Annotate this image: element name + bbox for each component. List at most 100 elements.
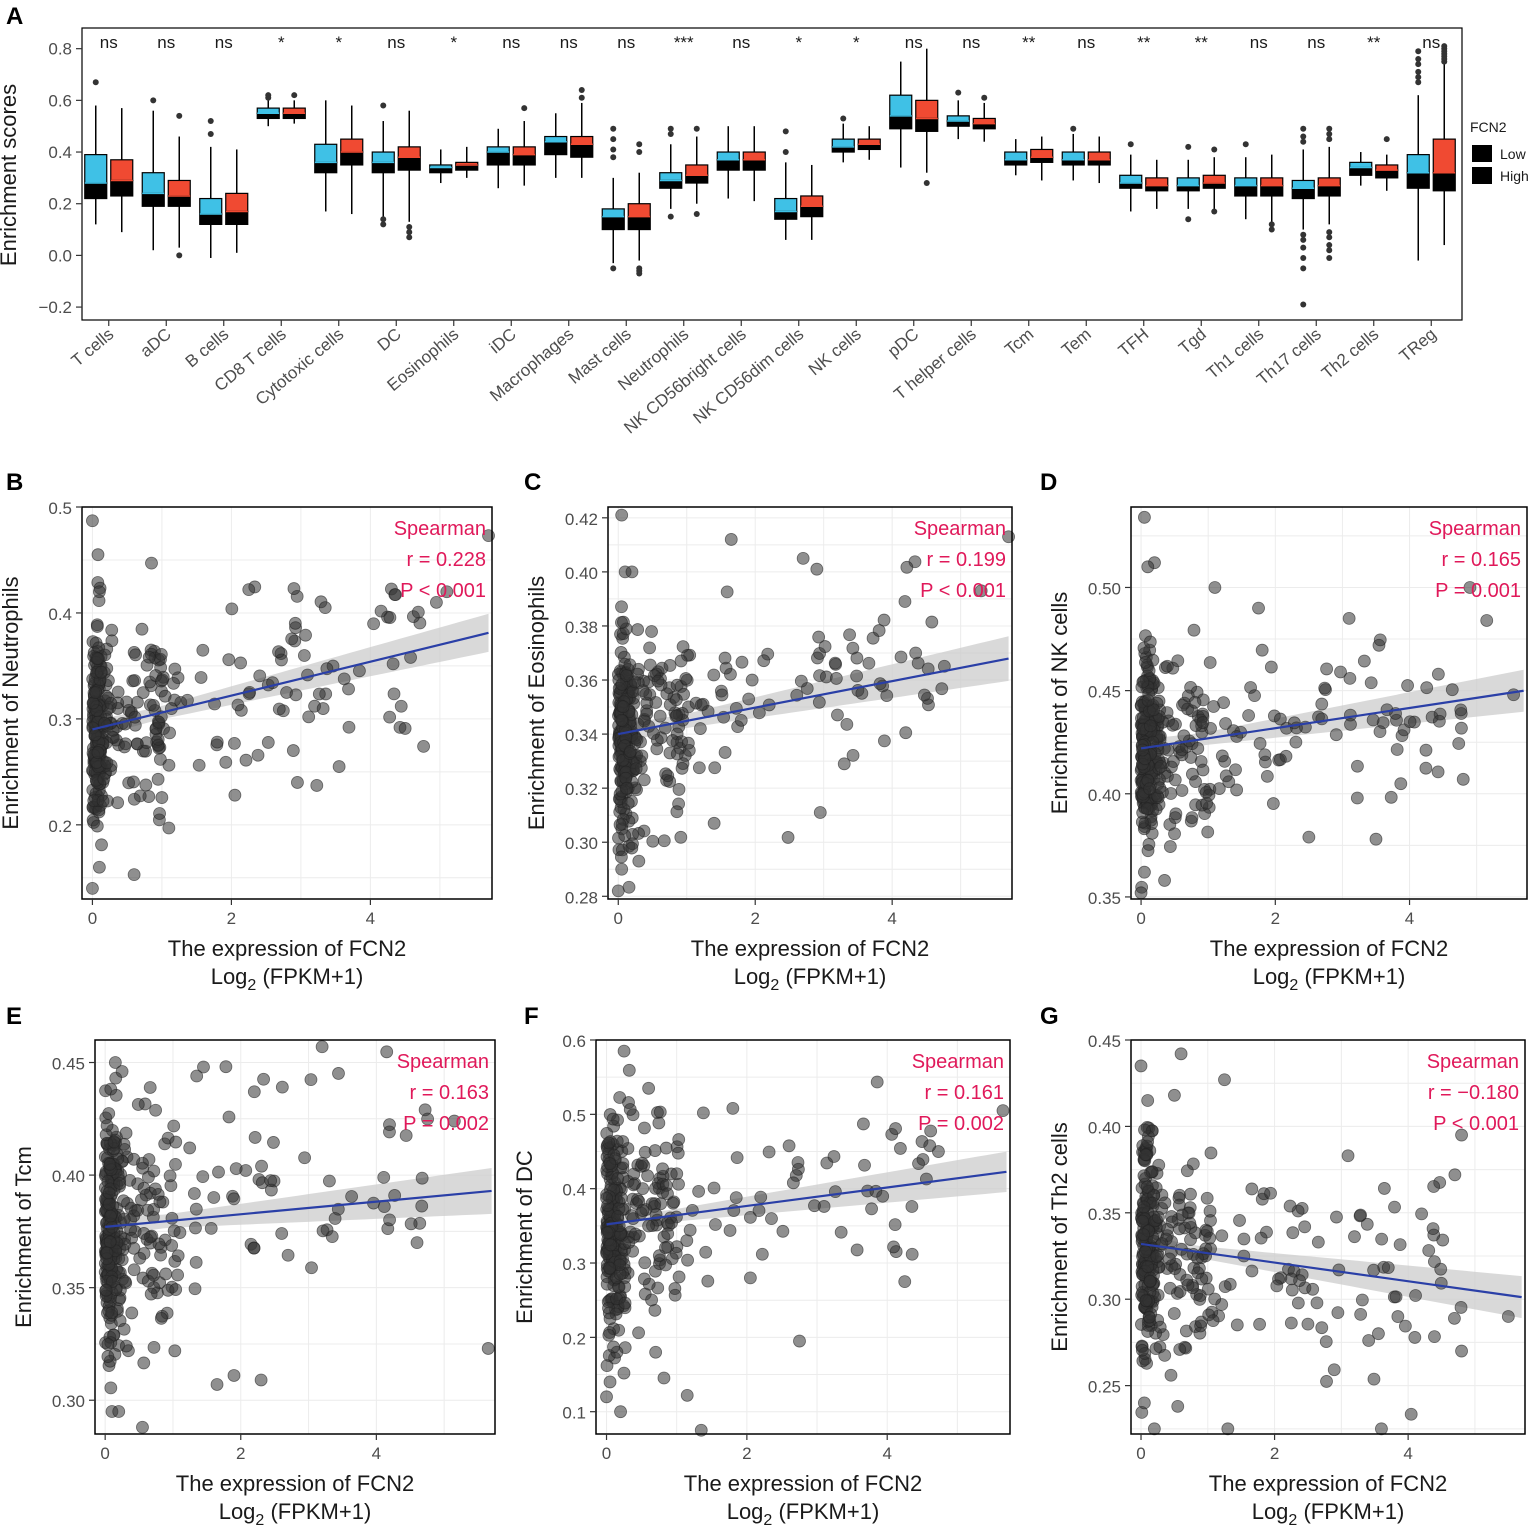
data-point — [618, 1280, 632, 1294]
significance-label: ns — [157, 33, 175, 52]
data-point — [128, 674, 141, 687]
data-point — [404, 1217, 418, 1231]
data-point — [342, 720, 356, 734]
data-point — [630, 733, 644, 747]
data-point — [827, 1150, 841, 1163]
data-point — [136, 1420, 149, 1434]
y-tick-label: 0.40 — [1088, 786, 1121, 805]
data-point — [1136, 675, 1150, 689]
data-point — [626, 1212, 640, 1225]
data-point — [1163, 1252, 1176, 1266]
box-low-outlier — [782, 149, 789, 156]
data-point — [104, 1082, 118, 1096]
data-point — [692, 1185, 706, 1198]
x-axis-title-units: Log2 (FPKM+1) — [734, 964, 887, 994]
y-tick-label: 0.0 — [48, 246, 72, 265]
data-point — [1233, 1214, 1246, 1227]
box-low-outlier — [1415, 56, 1422, 63]
x-axis-title: The expression of FCN2 — [684, 1471, 922, 1496]
data-point — [1245, 1182, 1259, 1196]
x-category-label: Th2 cells — [1318, 325, 1382, 383]
data-point — [611, 1172, 625, 1186]
box-high-box-lower — [1375, 169, 1399, 179]
data-point — [887, 1240, 900, 1254]
data-point — [924, 1124, 938, 1138]
data-point — [90, 819, 104, 833]
data-point — [140, 736, 153, 750]
data-point — [261, 736, 275, 749]
data-point — [1264, 1186, 1277, 1200]
y-tick-label: 0.2 — [48, 817, 72, 836]
data-point — [707, 1181, 721, 1195]
box-high-outlier — [406, 234, 413, 241]
x-tick-label: 0 — [602, 1444, 611, 1463]
data-point — [183, 1141, 197, 1155]
data-point — [1344, 718, 1357, 731]
data-point — [115, 1065, 129, 1078]
data-point — [1348, 1230, 1361, 1244]
data-point — [328, 1212, 342, 1225]
data-point — [870, 1075, 884, 1089]
box-low-outlier — [610, 136, 617, 143]
data-point — [332, 760, 346, 773]
data-point — [117, 1322, 131, 1336]
x-axis-title: The expression of FCN2 — [176, 1471, 414, 1496]
panel-a-y-axis: −0.2 0.0 0.2 0.4 0.6 0.8 — [38, 40, 82, 317]
data-point — [239, 753, 253, 767]
box-low-box-lower — [946, 120, 970, 127]
box-group-nk-cd56dim-cells: * — [774, 33, 824, 240]
data-point — [1480, 614, 1494, 627]
data-point — [102, 1186, 116, 1200]
y-tick-label: 0.40 — [565, 564, 598, 583]
box-high-outlier — [693, 125, 700, 132]
data-point — [297, 649, 311, 662]
data-point — [380, 1045, 394, 1059]
data-point — [267, 1136, 280, 1149]
significance-label: * — [335, 33, 342, 52]
data-point — [389, 588, 402, 602]
box-low-box-upper — [601, 208, 625, 218]
data-point — [1388, 1200, 1401, 1214]
data-point — [136, 686, 150, 700]
data-point — [1258, 748, 1272, 762]
data-point — [937, 659, 951, 673]
box-low-box-upper — [889, 94, 913, 117]
x-axis-title-suffix: (FPKM+1) — [264, 1499, 371, 1524]
spearman-p: P = 0.002 — [403, 1113, 489, 1135]
data-point — [1180, 1164, 1194, 1178]
data-point — [1138, 865, 1151, 879]
data-point — [643, 641, 657, 655]
data-point — [275, 1080, 289, 1094]
data-point — [618, 829, 632, 842]
x-axis-title-units: Log2 (FPKM+1) — [1252, 1499, 1405, 1529]
data-point — [1171, 1399, 1185, 1413]
box-low-outlier — [667, 125, 674, 132]
data-point — [681, 1253, 694, 1267]
y-tick-label: 0.25 — [1088, 1378, 1121, 1397]
box-high-outlier — [1326, 234, 1333, 241]
data-point — [1354, 1208, 1367, 1222]
box-high-outlier — [636, 141, 643, 148]
data-point — [857, 1117, 870, 1131]
box-high-box-lower — [972, 123, 996, 130]
box-high-outlier — [1211, 208, 1218, 215]
data-point — [1163, 840, 1177, 853]
data-point — [923, 1139, 937, 1153]
box-high-box-upper — [1030, 148, 1054, 158]
data-point — [1141, 1135, 1155, 1149]
data-point — [86, 882, 99, 895]
data-point — [742, 692, 756, 706]
data-point — [641, 1169, 655, 1183]
data-point — [1315, 1321, 1329, 1335]
data-point — [1201, 1282, 1215, 1296]
box-group-macrophages: ns — [544, 33, 594, 178]
data-point — [234, 703, 248, 717]
data-point — [1134, 886, 1148, 900]
data-point — [169, 1135, 183, 1149]
x-axis-title-units: Log2 (FPKM+1) — [727, 1499, 880, 1529]
data-point — [1420, 681, 1434, 695]
data-point — [653, 709, 667, 723]
data-point — [1139, 1148, 1152, 1162]
data-point — [104, 696, 118, 710]
data-point — [1273, 753, 1287, 767]
